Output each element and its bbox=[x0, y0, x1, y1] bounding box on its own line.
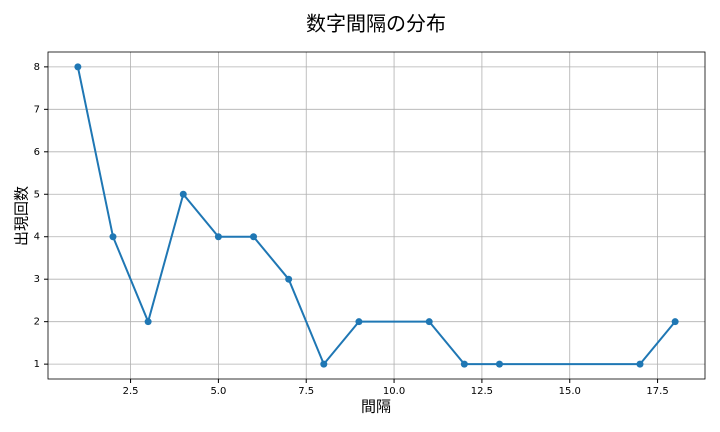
x-tick-label: 17.5 bbox=[646, 386, 668, 397]
marker bbox=[74, 63, 82, 71]
y-tick-label: 7 bbox=[34, 104, 40, 115]
y-tick-label: 5 bbox=[34, 189, 40, 200]
x-tick-label: 12.5 bbox=[471, 386, 493, 397]
marker bbox=[460, 360, 468, 368]
x-tick-label: 5.0 bbox=[210, 386, 226, 397]
marker bbox=[425, 318, 433, 326]
y-tick-label: 6 bbox=[34, 147, 40, 158]
marker bbox=[109, 233, 117, 241]
x-tick-label: 7.5 bbox=[298, 386, 314, 397]
y-tick-label: 2 bbox=[34, 317, 40, 328]
marker bbox=[636, 360, 644, 368]
y-tick-label: 1 bbox=[34, 359, 40, 370]
y-tick-label: 8 bbox=[34, 62, 40, 73]
x-tick-label: 15.0 bbox=[559, 386, 581, 397]
marker bbox=[285, 275, 293, 283]
x-tick-label: 2.5 bbox=[123, 386, 139, 397]
x-tick-label: 10.0 bbox=[383, 386, 405, 397]
marker bbox=[144, 318, 152, 326]
y-axis-label: 出現回数 bbox=[13, 186, 31, 246]
marker bbox=[671, 318, 679, 326]
marker bbox=[214, 233, 222, 241]
marker bbox=[179, 190, 187, 198]
chart-title: 数字間隔の分布 bbox=[306, 12, 446, 36]
marker bbox=[250, 233, 258, 241]
plot-frame bbox=[47, 51, 706, 380]
line bbox=[76, 66, 676, 367]
marker bbox=[355, 318, 363, 326]
y-tick-label: 3 bbox=[34, 274, 40, 285]
marker bbox=[320, 360, 328, 368]
y-tick-label: 4 bbox=[34, 232, 40, 243]
marker bbox=[495, 360, 503, 368]
x-axis-label: 間隔 bbox=[361, 398, 391, 416]
